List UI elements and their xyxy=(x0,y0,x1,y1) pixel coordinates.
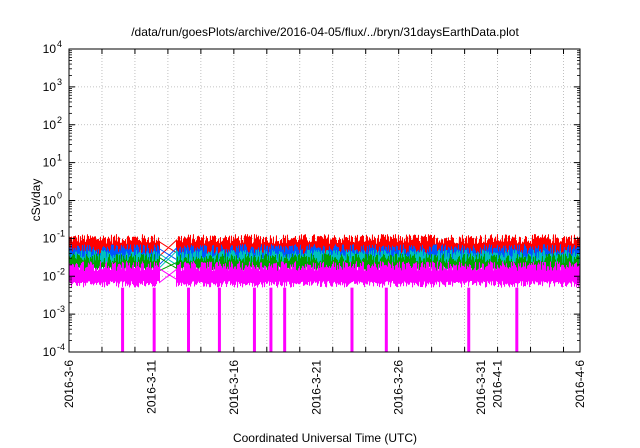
y-tick-label: 10 xyxy=(43,118,57,132)
series-5-dropout xyxy=(252,287,256,352)
chart-title: /data/run/goesPlots/archive/2016-04-05/f… xyxy=(131,25,519,39)
x-tick-label: 2016-3-6 xyxy=(62,360,76,408)
y-tick-exponent: -1 xyxy=(57,228,65,238)
series-5-dropout xyxy=(467,287,471,352)
gridlines xyxy=(69,49,580,352)
y-tick-label: 10 xyxy=(43,194,57,208)
series-5-dropout xyxy=(121,287,125,352)
series-5-dropout xyxy=(217,287,221,352)
y-tick-label: 10 xyxy=(43,156,57,170)
x-tick-label: 2016-3-31 xyxy=(474,360,488,415)
y-tick-label: 10 xyxy=(43,231,57,245)
y-tick-exponent: 4 xyxy=(57,39,62,49)
series-5-dropout xyxy=(515,287,519,352)
series-5-dropout xyxy=(152,287,156,352)
x-axis: 2016-3-6 2016-3-11 2016-3-16 2016-3-21 2016-… xyxy=(62,49,587,415)
y-tick-exponent: 0 xyxy=(57,191,62,201)
y-tick-label: 10 xyxy=(43,345,57,359)
y-tick-label: 10 xyxy=(43,80,57,94)
y-tick-exponent: 3 xyxy=(57,77,62,87)
series-4-line xyxy=(69,253,580,274)
y-tick-label: 10 xyxy=(43,307,57,321)
series-5-dropout xyxy=(269,287,273,352)
x-tick-label: 2016-4-1 xyxy=(491,360,505,408)
series-5-dropout xyxy=(283,287,287,352)
x-tick-label: 2016-3-16 xyxy=(227,360,241,415)
y-axis-label: cSv/day xyxy=(29,179,43,222)
x-tick-label: 2016-4-6 xyxy=(573,360,587,408)
series-5-line xyxy=(69,261,580,288)
y-tick-label: 10 xyxy=(43,42,57,56)
y-tick-exponent: 1 xyxy=(57,153,62,163)
series-5-dropout xyxy=(384,287,388,352)
x-axis-label: Coordinated Universal Time (UTC) xyxy=(233,431,417,445)
x-tick-label: 2016-3-21 xyxy=(309,360,323,415)
series-5-dropout xyxy=(187,287,191,352)
x-tick-label: 2016-3-26 xyxy=(392,360,406,415)
y-tick-exponent: 2 xyxy=(57,115,62,125)
y-tick-exponent: -3 xyxy=(57,304,65,314)
x-tick-label: 2016-3-11 xyxy=(144,360,158,414)
data-series xyxy=(69,234,580,352)
y-tick-exponent: -4 xyxy=(57,342,65,352)
y-tick-label: 10 xyxy=(43,269,57,283)
y-tick-exponent: -2 xyxy=(57,266,65,276)
series-5-dropout xyxy=(350,287,354,352)
